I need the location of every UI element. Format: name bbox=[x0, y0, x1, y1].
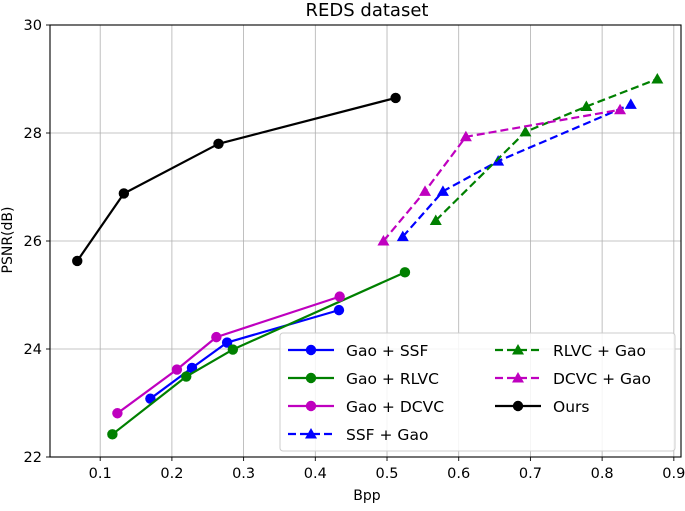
x-tick-label: 0.1 bbox=[89, 466, 112, 482]
y-tick-label: 24 bbox=[24, 342, 42, 358]
data-point-gao-rlvc bbox=[399, 267, 411, 278]
data-point-ssf-gao bbox=[396, 230, 409, 242]
y-tick-label: 30 bbox=[24, 18, 42, 34]
series-line-gao-dcvc bbox=[116, 295, 341, 415]
series-line-dcvc-gao bbox=[382, 108, 621, 242]
data-point-ssf-gao bbox=[436, 185, 449, 196]
legend-item-gao-ssf: Gao + SSF bbox=[288, 342, 429, 360]
x-tick-label: 0.4 bbox=[304, 466, 327, 482]
x-axis-label: Bpp bbox=[353, 488, 380, 504]
data-point-ssf-gao bbox=[624, 98, 637, 109]
data-point-ours bbox=[390, 92, 401, 104]
data-point-gao-rlvc bbox=[227, 344, 239, 355]
series-gao-dcvc bbox=[112, 291, 345, 419]
y-tick-label: 22 bbox=[24, 450, 42, 466]
data-point-gao-rlvc bbox=[181, 371, 192, 382]
legend-label: DCVC + Gao bbox=[553, 370, 651, 388]
data-point-gao-ssf bbox=[221, 337, 233, 348]
data-point-dcvc-gao bbox=[377, 235, 390, 246]
legend-item-dcvc-gao: DCVC + Gao bbox=[495, 370, 651, 388]
data-point-rlvc-gao bbox=[429, 214, 442, 225]
data-point-gao-dcvc bbox=[211, 331, 222, 343]
data-point-ours bbox=[72, 255, 83, 267]
x-tick-label: 0.3 bbox=[232, 466, 255, 482]
data-point-gao-dcvc bbox=[112, 408, 123, 419]
data-point-gao-dcvc bbox=[334, 291, 345, 302]
data-point-gao-dcvc bbox=[171, 364, 183, 375]
x-tick-label: 0.8 bbox=[591, 466, 614, 482]
series-rlvc-gao bbox=[429, 73, 664, 225]
data-point-rlvc-gao bbox=[651, 73, 664, 84]
series-gao-rlvc bbox=[107, 267, 411, 440]
legend-item-rlvc-gao: RLVC + Gao bbox=[495, 342, 646, 360]
legend-label: Gao + RLVC bbox=[346, 370, 439, 388]
legend-label: RLVC + Gao bbox=[553, 342, 646, 360]
data-point-gao-ssf bbox=[333, 304, 345, 316]
series-line-ssf-gao bbox=[401, 103, 632, 238]
data-point-dcvc-gao bbox=[419, 185, 432, 196]
x-tick-label: 0.6 bbox=[447, 466, 470, 482]
legend-label: Gao + DCVC bbox=[346, 398, 444, 416]
series-ours bbox=[72, 92, 401, 267]
data-point-rlvc-gao bbox=[580, 100, 593, 112]
data-point-gao-rlvc bbox=[107, 429, 118, 440]
legend-item-gao-dcvc: Gao + DCVC bbox=[288, 398, 444, 416]
legend-box bbox=[279, 332, 676, 452]
data-point-dcvc-gao bbox=[459, 130, 472, 142]
x-tick-label: 0.9 bbox=[662, 466, 685, 482]
y-tick-label: 26 bbox=[24, 234, 42, 250]
legend-swatch-marker bbox=[512, 400, 524, 412]
series-layer bbox=[72, 73, 664, 440]
legend-swatch-marker bbox=[512, 344, 524, 355]
x-tick-label: 0.2 bbox=[160, 466, 183, 482]
y-tick-label: 28 bbox=[24, 126, 42, 142]
y-axis-label: PSNR(dB) bbox=[0, 207, 16, 274]
data-point-ours bbox=[118, 188, 130, 199]
series-line-ours bbox=[76, 96, 396, 262]
legend-swatch-marker bbox=[305, 400, 317, 412]
axis-ticks: 0.1 0.2 0.3 0.4 0.5 0.6 0.7 0.8 0.9 22 24 26 28 30 bbox=[24, 18, 685, 482]
legend-swatch-marker bbox=[305, 372, 317, 384]
legend-label: SSF + Gao bbox=[346, 426, 428, 444]
legend-label: Ours bbox=[553, 398, 589, 416]
legend: Gao + SSF Gao + RLVC Gao + DCVC SSF + Gao RL… bbox=[279, 332, 676, 452]
x-tick-label: 0.7 bbox=[519, 466, 542, 482]
legend-swatch-marker bbox=[305, 344, 317, 356]
data-point-ours bbox=[213, 138, 224, 149]
legend-swatch-marker bbox=[512, 372, 524, 383]
series-ssf-gao bbox=[396, 98, 637, 242]
series-dcvc-gao bbox=[377, 103, 627, 246]
series-line-rlvc-gao bbox=[434, 77, 658, 222]
data-point-dcvc-gao bbox=[614, 103, 627, 115]
data-point-rlvc-gao bbox=[519, 125, 532, 137]
chart-title: REDS dataset bbox=[306, 0, 429, 21]
legend-swatch-marker bbox=[305, 428, 317, 439]
legend-item-gao-rlvc: Gao + RLVC bbox=[288, 370, 439, 388]
series-line-gao-rlvc bbox=[111, 271, 406, 436]
legend-item-ssf-gao: SSF + Gao bbox=[288, 426, 428, 444]
legend-label: Gao + SSF bbox=[346, 342, 429, 360]
x-tick-label: 0.5 bbox=[375, 466, 398, 482]
legend-item-ours: Ours bbox=[495, 398, 589, 416]
